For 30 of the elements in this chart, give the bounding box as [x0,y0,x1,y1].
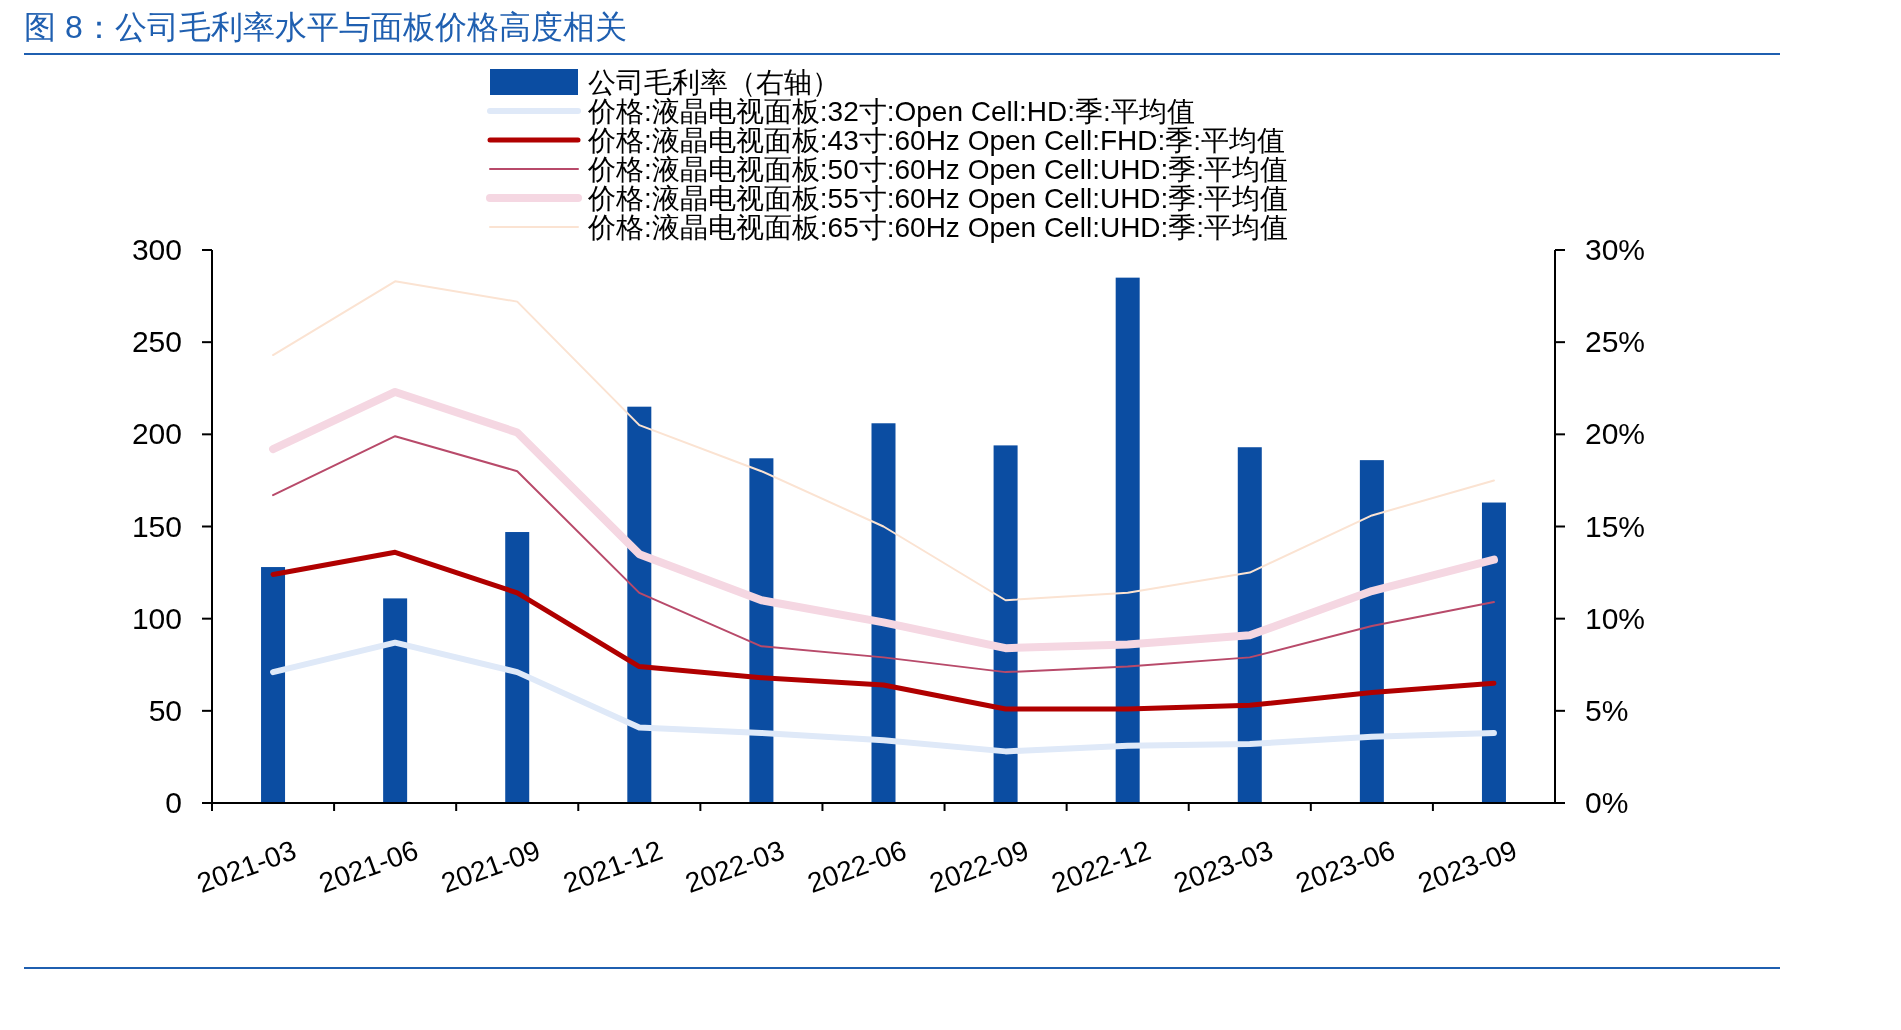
y2-tick-label: 25% [1585,325,1646,359]
y2-tick-label: 20% [1585,417,1646,451]
y-tick-label: 200 [131,417,182,451]
bar [1359,460,1384,803]
bar [261,567,286,803]
bar [505,532,530,803]
y2-tick-label: 10% [1585,601,1646,635]
y2-tick-label: 30% [1585,233,1646,266]
bar [749,458,774,803]
bar [1481,502,1506,803]
bar [627,406,652,803]
y-tick-label: 300 [131,233,182,266]
bar [1237,447,1262,803]
chart-title: 图 8：公司毛利率水平与面板价格高度相关 [24,9,627,45]
bar [1115,277,1140,803]
y-tick-label: 150 [131,509,182,543]
y2-tick-label: 5% [1585,693,1629,727]
legend-label: 价格:液晶电视面板:32寸:Open Cell:HD:季:平均值 [587,96,1195,127]
bar [993,445,1018,803]
line-series [272,435,1495,674]
bar [871,423,896,803]
y-tick-label: 100 [131,601,182,635]
y-tick-label: 0 [165,786,182,819]
y-tick-label: 250 [131,325,182,359]
y-tick-label: 50 [148,693,182,727]
line-series [272,280,1495,602]
y2-tick-label: 0% [1585,786,1629,819]
y2-tick-label: 15% [1585,509,1646,543]
bar [383,598,408,803]
legend-label: 公司毛利率（右轴） [588,67,840,98]
